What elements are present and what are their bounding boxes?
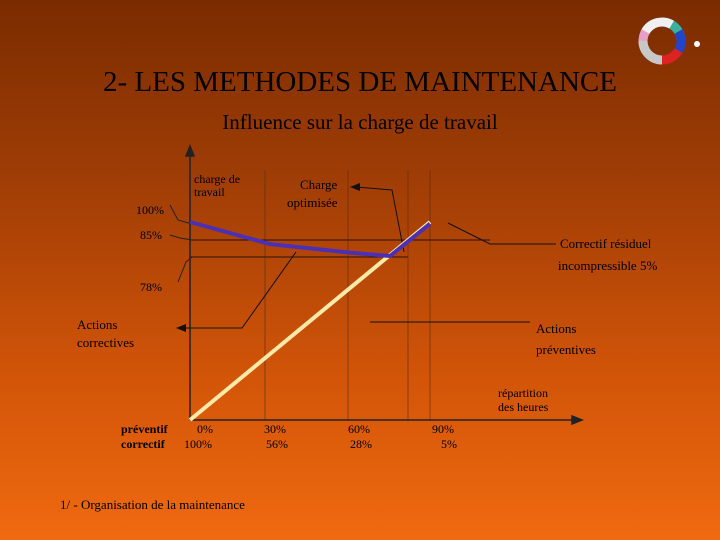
pointer-actions-correctives [182,251,297,329]
annotation-pointers [176,183,556,332]
x-tick-preventif-1: 30% [264,422,286,436]
x-axis-label-line2: des heures [498,400,549,414]
slide-subtitle: Influence sur la charge de travail [222,110,498,134]
annotation-correctif-line1: Correctif résiduel [560,236,652,251]
slide-footer: 1/ - Organisation de la maintenance [60,497,245,512]
annotation-charge-line1: Charge [300,177,338,192]
row-label-preventif: préventif [121,422,169,436]
annotation-correctif-line2: incompressible 5% [558,258,657,273]
x-tick-correctif-2: 28% [350,437,372,451]
reference-lines [190,170,490,420]
x-axis-arrow [571,414,585,426]
x-tick-preventif-2: 60% [348,422,370,436]
logo-ring-icon [630,14,702,75]
y-tick-78: 78% [140,280,162,294]
arrowhead-charge-optimisee [350,183,360,191]
x-tick-preventif-3: 90% [432,422,454,436]
y-tick-100: 100% [136,203,164,217]
annotation-preventives-line1: Actions [536,321,576,336]
pointer-78 [177,256,193,283]
pointer-correctif-residuel [447,222,556,245]
series-charge-line [189,220,432,258]
y-axis-label-line1: charge de [194,172,240,186]
pointer-100 [169,204,193,225]
y-axis-arrow [184,143,196,157]
annotation-correctives-line1: Actions [77,317,117,332]
y-tick-85: 85% [140,228,162,242]
x-axis-label-line1: répartition [498,386,548,400]
annotation-preventives-line2: préventives [536,342,596,357]
x-tick-correctif-1: 56% [266,437,288,451]
y-tick-pointers [169,204,193,283]
x-tick-correctif-0: 100% [184,437,212,451]
series-layer [188,220,432,422]
x-tick-preventif-0: 0% [197,422,213,436]
slide-title: 2- LES METHODES DE MAINTENANCE [103,66,617,98]
annotation-correctives-line2: correctives [77,335,134,350]
y-axis-label-line2: travail [194,185,225,199]
pointer-85 [169,234,193,241]
annotation-charge-line2: optimisée [287,195,338,210]
axes [184,143,585,426]
pointer-charge-optimisee [355,186,405,253]
arrowhead-actions-correctives [176,324,186,332]
x-tick-correctif-3: 5% [441,437,457,451]
row-label-correctif: correctif [121,437,166,451]
